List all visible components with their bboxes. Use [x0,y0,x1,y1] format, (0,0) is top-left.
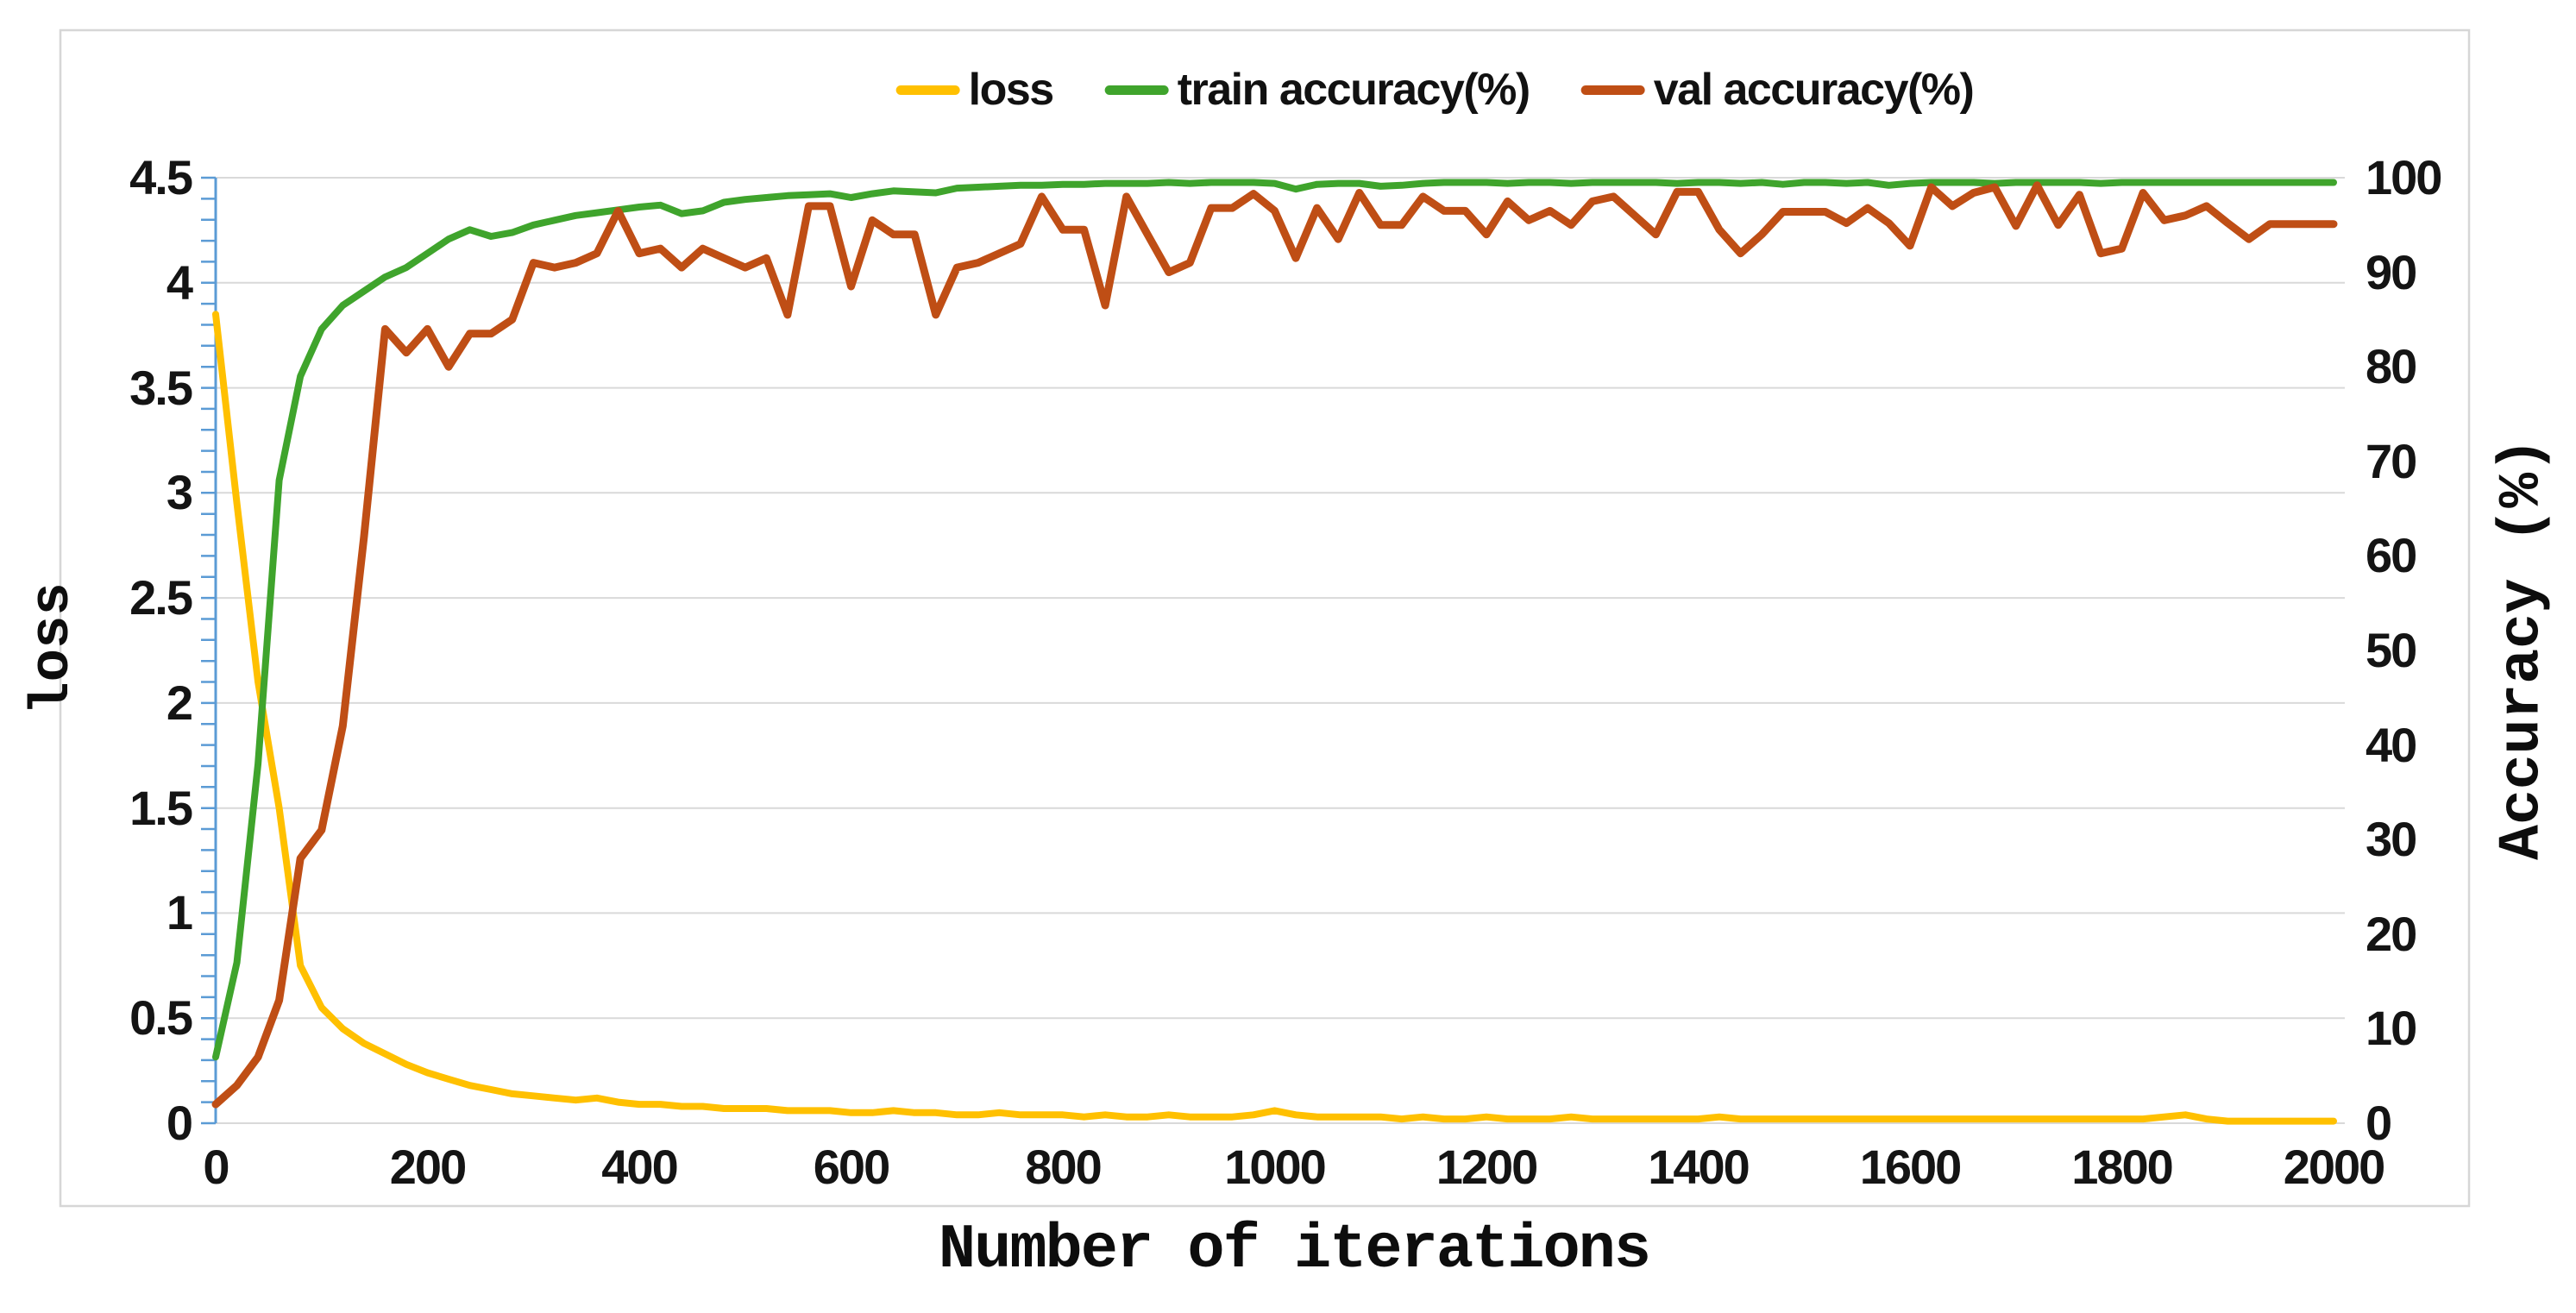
left-axis-title: loss [22,582,85,715]
legend: loss train accuracy(%) val accuracy(%) [895,64,1975,116]
series-line-loss [212,311,2337,1125]
chart-border [59,28,2471,1208]
legend-item-train-accuracy---: train accuracy(%) [1104,64,1531,116]
legend-swatch [895,85,960,95]
x-axis-title: Number of iterations [938,1215,1651,1285]
legend-label: val accuracy(%) [1653,65,1975,115]
legend-label: loss [968,65,1055,115]
legend-item-val-accuracy---: val accuracy(%) [1580,64,1975,116]
legend-label: train accuracy(%) [1177,65,1531,115]
legend-swatch [1104,85,1169,95]
series-line-train-accuracy--- [212,179,2337,1061]
legend-swatch [1580,85,1645,95]
legend-item-loss: loss [895,64,1055,116]
series-line-val-accuracy--- [211,181,2338,1109]
right-axis-title: Accuracy (%) [2489,437,2556,860]
